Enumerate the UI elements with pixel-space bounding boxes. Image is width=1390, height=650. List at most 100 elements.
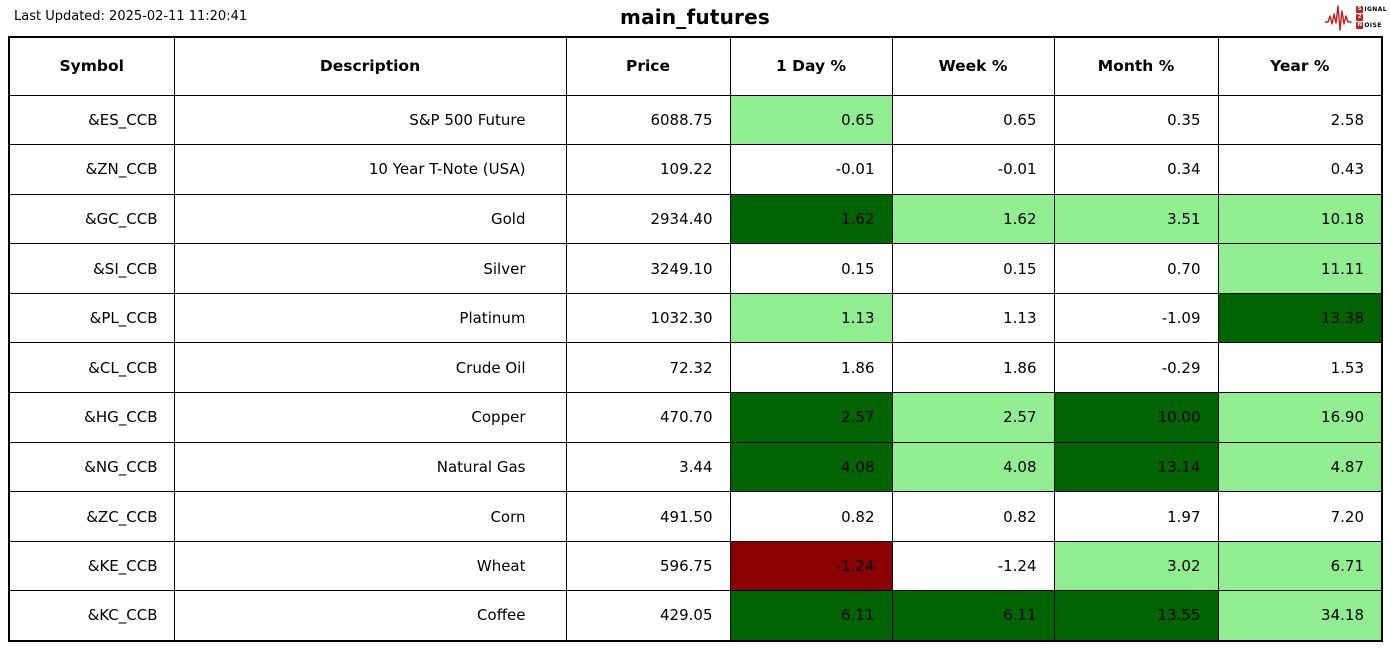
cell-day-pct: 0.82 xyxy=(729,491,893,542)
futures-table: Symbol Description Price 1 Day % Week % … xyxy=(8,36,1383,642)
cell-week-pct: 0.15 xyxy=(891,243,1055,294)
cell-symbol: &GC_CCB xyxy=(8,193,175,245)
signal2noise-logo: S IGNAL 2 N OISE xyxy=(1325,2,1387,32)
column-header-symbol: Symbol xyxy=(8,36,175,96)
cell-symbol: &SI_CCB xyxy=(8,243,175,294)
cell-week-pct: 0.82 xyxy=(891,491,1055,542)
table-row: &ZC_CCB Corn 491.50 0.82 0.82 1.97 7.20 xyxy=(8,491,1383,542)
cell-description: Coffee xyxy=(173,590,567,642)
ekg-waveform-icon xyxy=(1325,5,1353,31)
table-row: &HG_CCB Copper 470.70 2.57 2.57 10.00 16.90 xyxy=(8,392,1383,443)
cell-week-pct: 1.13 xyxy=(891,292,1055,344)
table-row: &CL_CCB Crude Oil 72.32 1.86 1.86 -0.29 1.53 xyxy=(8,342,1383,394)
cell-week-pct: 2.57 xyxy=(891,392,1055,443)
cell-price: 2934.40 xyxy=(565,193,731,245)
logo-line-signal-rest: IGNAL xyxy=(1364,5,1387,13)
cell-symbol: &CL_CCB xyxy=(8,342,175,394)
cell-price: 6088.75 xyxy=(565,94,731,146)
cell-month-pct: 0.34 xyxy=(1053,144,1219,195)
table-row: &SI_CCB Silver 3249.10 0.15 0.15 0.70 11.11 xyxy=(8,243,1383,294)
cell-symbol: &NG_CCB xyxy=(8,441,175,493)
cell-month-pct: 1.97 xyxy=(1053,491,1219,542)
cell-description: Silver xyxy=(173,243,567,294)
cell-description: S&P 500 Future xyxy=(173,94,567,146)
cell-price: 72.32 xyxy=(565,342,731,394)
column-header-month-pct: Month % xyxy=(1053,36,1219,96)
cell-price: 429.05 xyxy=(565,590,731,642)
cell-price: 3249.10 xyxy=(565,243,731,294)
column-header-price: Price xyxy=(565,36,731,96)
cell-day-pct: 1.86 xyxy=(729,342,893,394)
futures-table-body: &ES_CCB S&P 500 Future 6088.75 0.65 0.65 0.35… xyxy=(8,94,1383,642)
cell-price: 491.50 xyxy=(565,491,731,542)
cell-week-pct: 6.11 xyxy=(891,590,1055,642)
cell-month-pct: 0.35 xyxy=(1053,94,1219,146)
cell-description: Copper xyxy=(173,392,567,443)
logo-line-2: 2 xyxy=(1356,13,1387,21)
cell-month-pct: -0.29 xyxy=(1053,342,1219,394)
table-row: &NG_CCB Natural Gas 3.44 4.08 4.08 13.14 4.87 xyxy=(8,441,1383,493)
cell-month-pct: 10.00 xyxy=(1053,392,1219,443)
column-header-description: Description xyxy=(173,36,567,96)
column-header-week-pct: Week % xyxy=(891,36,1055,96)
table-row: &GC_CCB Gold 2934.40 1.62 1.62 3.51 10.18 xyxy=(8,193,1383,245)
table-row: &KE_CCB Wheat 596.75 -1.24 -1.24 3.02 6.71 xyxy=(8,540,1383,592)
cell-year-pct: 10.18 xyxy=(1217,193,1383,245)
cell-symbol: &KE_CCB xyxy=(8,540,175,592)
logo-line-noise: N OISE xyxy=(1356,21,1387,29)
cell-day-pct: 4.08 xyxy=(729,441,893,493)
cell-year-pct: 7.20 xyxy=(1217,491,1383,542)
logo-badge-n: N xyxy=(1356,21,1364,29)
cell-week-pct: -1.24 xyxy=(891,540,1055,592)
cell-price: 1032.30 xyxy=(565,292,731,344)
cell-week-pct: 0.65 xyxy=(891,94,1055,146)
cell-symbol: &PL_CCB xyxy=(8,292,175,344)
cell-day-pct: -1.24 xyxy=(729,540,893,592)
cell-symbol: &ES_CCB xyxy=(8,94,175,146)
cell-price: 596.75 xyxy=(565,540,731,592)
cell-day-pct: 2.57 xyxy=(729,392,893,443)
cell-week-pct: 1.62 xyxy=(891,193,1055,245)
cell-year-pct: 34.18 xyxy=(1217,590,1383,642)
cell-month-pct: 3.02 xyxy=(1053,540,1219,592)
cell-day-pct: 0.15 xyxy=(729,243,893,294)
cell-price: 109.22 xyxy=(565,144,731,195)
table-row: &KC_CCB Coffee 429.05 6.11 6.11 13.55 34.18 xyxy=(8,590,1383,642)
cell-year-pct: 16.90 xyxy=(1217,392,1383,443)
cell-description: Platinum xyxy=(173,292,567,344)
cell-symbol: &KC_CCB xyxy=(8,590,175,642)
cell-description: Natural Gas xyxy=(173,441,567,493)
cell-month-pct: 13.14 xyxy=(1053,441,1219,493)
logo-line-signal: S IGNAL xyxy=(1356,5,1387,13)
cell-month-pct: 3.51 xyxy=(1053,193,1219,245)
last-updated-label: Last Updated: 2025-02-11 11:20:41 xyxy=(14,9,248,24)
cell-week-pct: -0.01 xyxy=(891,144,1055,195)
cell-description: Corn xyxy=(173,491,567,542)
column-header-day-pct: 1 Day % xyxy=(729,36,893,96)
logo-text: S IGNAL 2 N OISE xyxy=(1356,5,1387,29)
cell-year-pct: 11.11 xyxy=(1217,243,1383,294)
cell-week-pct: 4.08 xyxy=(891,441,1055,493)
table-row: &ZN_CCB 10 Year T-Note (USA) 109.22 -0.01 -0… xyxy=(8,144,1383,195)
header-row: Symbol Description Price 1 Day % Week % … xyxy=(8,36,1383,96)
cell-price: 470.70 xyxy=(565,392,731,443)
cell-description: Crude Oil xyxy=(173,342,567,394)
logo-badge-2: 2 xyxy=(1356,13,1364,21)
cell-year-pct: 13.38 xyxy=(1217,292,1383,344)
cell-description: 10 Year T-Note (USA) xyxy=(173,144,567,195)
cell-description: Gold xyxy=(173,193,567,245)
cell-year-pct: 6.71 xyxy=(1217,540,1383,592)
cell-day-pct: 1.13 xyxy=(729,292,893,344)
cell-day-pct: 1.62 xyxy=(729,193,893,245)
cell-day-pct: 0.65 xyxy=(729,94,893,146)
cell-symbol: &HG_CCB xyxy=(8,392,175,443)
cell-month-pct: 13.55 xyxy=(1053,590,1219,642)
cell-month-pct: -1.09 xyxy=(1053,292,1219,344)
futures-table-header: Symbol Description Price 1 Day % Week % … xyxy=(8,36,1383,96)
cell-year-pct: 2.58 xyxy=(1217,94,1383,146)
cell-year-pct: 4.87 xyxy=(1217,441,1383,493)
page-title: main_futures xyxy=(620,5,770,29)
column-header-year-pct: Year % xyxy=(1217,36,1383,96)
cell-year-pct: 0.43 xyxy=(1217,144,1383,195)
